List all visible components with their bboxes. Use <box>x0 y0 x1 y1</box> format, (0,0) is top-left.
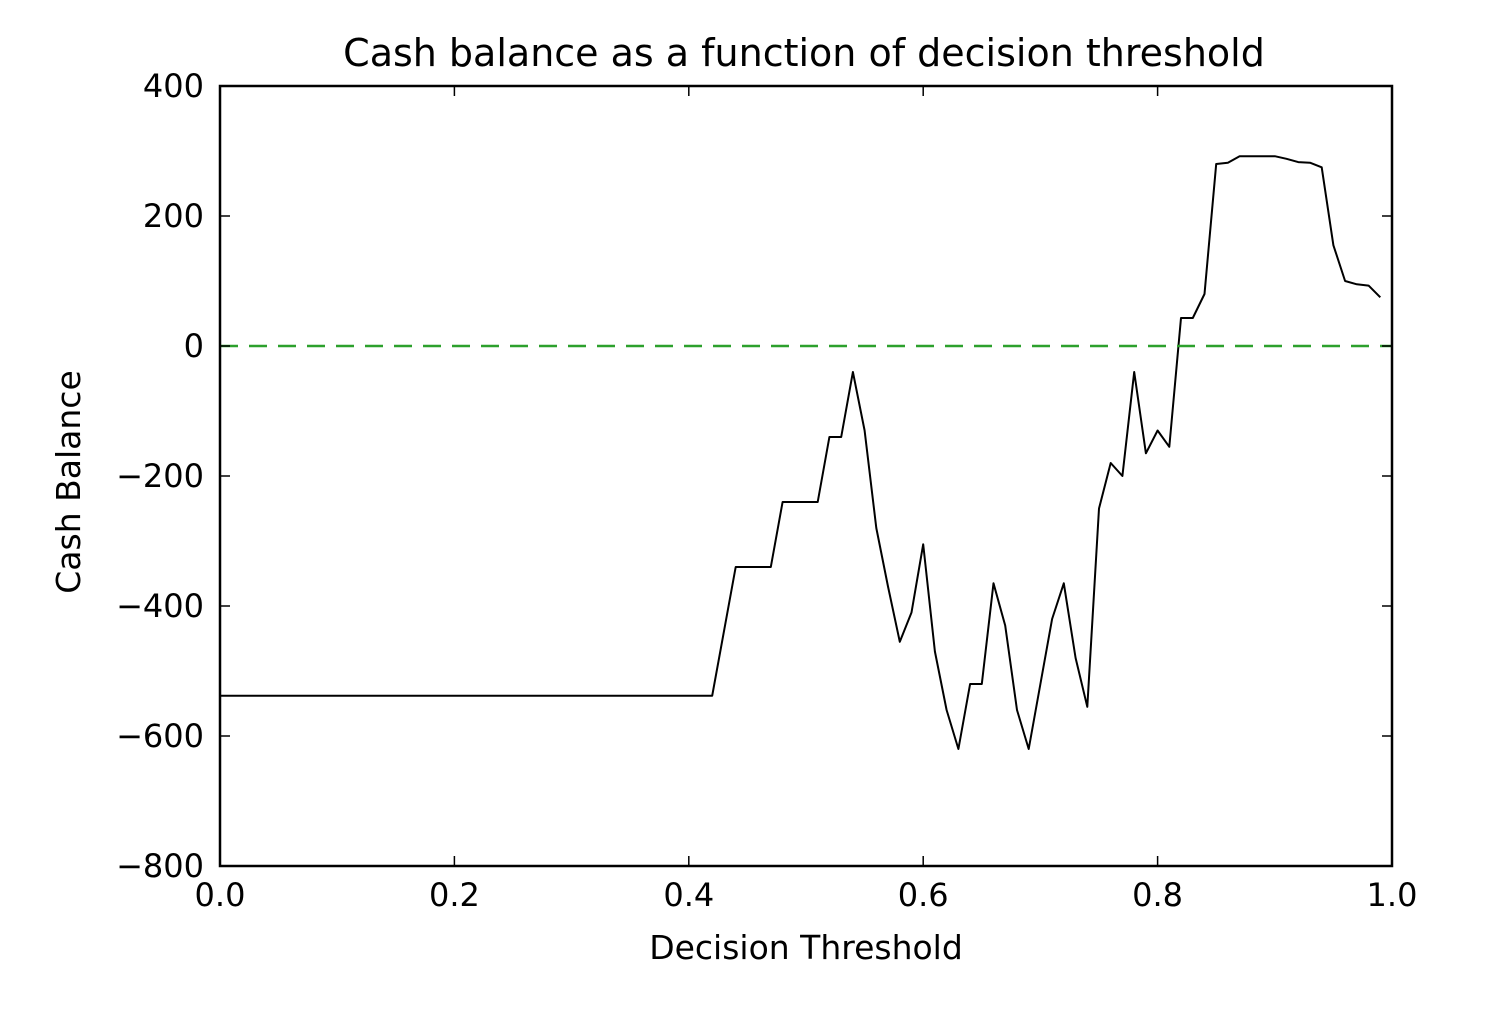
y-axis: 400 200 0 −200 −400 −600 −800 <box>116 67 1392 885</box>
y-tick-label: 0 <box>184 327 204 365</box>
x-tick-label: 0.0 <box>195 876 246 914</box>
plot-area <box>220 155 1392 750</box>
y-axis-label: Cash Balance <box>49 370 88 593</box>
x-tick-label: 0.2 <box>429 876 480 914</box>
chart-title: Cash balance as a function of decision t… <box>343 31 1265 75</box>
x-tick-label: 0.8 <box>1132 876 1183 914</box>
y-tick-label: 400 <box>143 67 204 105</box>
y-tick-label: 200 <box>143 197 204 235</box>
x-axis-label: Decision Threshold <box>649 928 963 967</box>
x-tick-label: 0.6 <box>898 876 949 914</box>
y-tick-label: −400 <box>116 587 204 625</box>
x-axis: 0.0 0.2 0.4 0.6 0.8 1.0 <box>195 86 1418 914</box>
x-tick-label: 0.4 <box>663 876 714 914</box>
plot-frame <box>218 84 1394 868</box>
x-tick-label: 1.0 <box>1367 876 1418 914</box>
y-tick-label: −800 <box>116 847 204 885</box>
cash-balance-line <box>220 155 1382 750</box>
y-tick-label: −200 <box>116 457 204 495</box>
y-tick-label: −600 <box>116 717 204 755</box>
